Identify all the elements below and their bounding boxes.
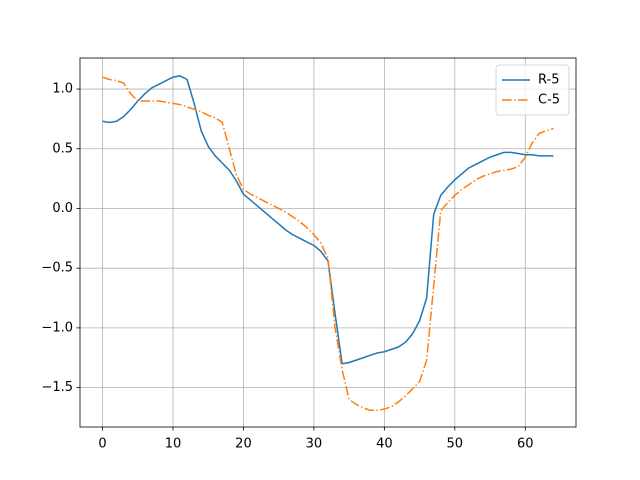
x-tick-label: 40 [376, 437, 393, 452]
y-tick-label: −1.0 [41, 320, 73, 335]
y-tick-label: −0.5 [41, 261, 73, 276]
x-tick-label: 10 [165, 437, 182, 452]
x-tick-label: 50 [447, 437, 464, 452]
y-tick-label: 0.0 [52, 201, 73, 216]
x-tick-label: 20 [235, 437, 252, 452]
x-tick-label: 60 [517, 437, 534, 452]
y-tick-label: 1.0 [52, 82, 73, 97]
plot-area [80, 58, 576, 427]
axes-frame [79, 57, 577, 428]
legend-label: C-5 [538, 93, 560, 108]
x-tick-label: 0 [98, 437, 106, 452]
y-tick-label: 0.5 [52, 141, 73, 156]
x-tick-label: 30 [306, 437, 323, 452]
data-line [102, 76, 554, 412]
y-tick-label: −1.5 [41, 380, 73, 395]
legend-box [495, 64, 570, 116]
legend-label: R-5 [538, 73, 559, 88]
